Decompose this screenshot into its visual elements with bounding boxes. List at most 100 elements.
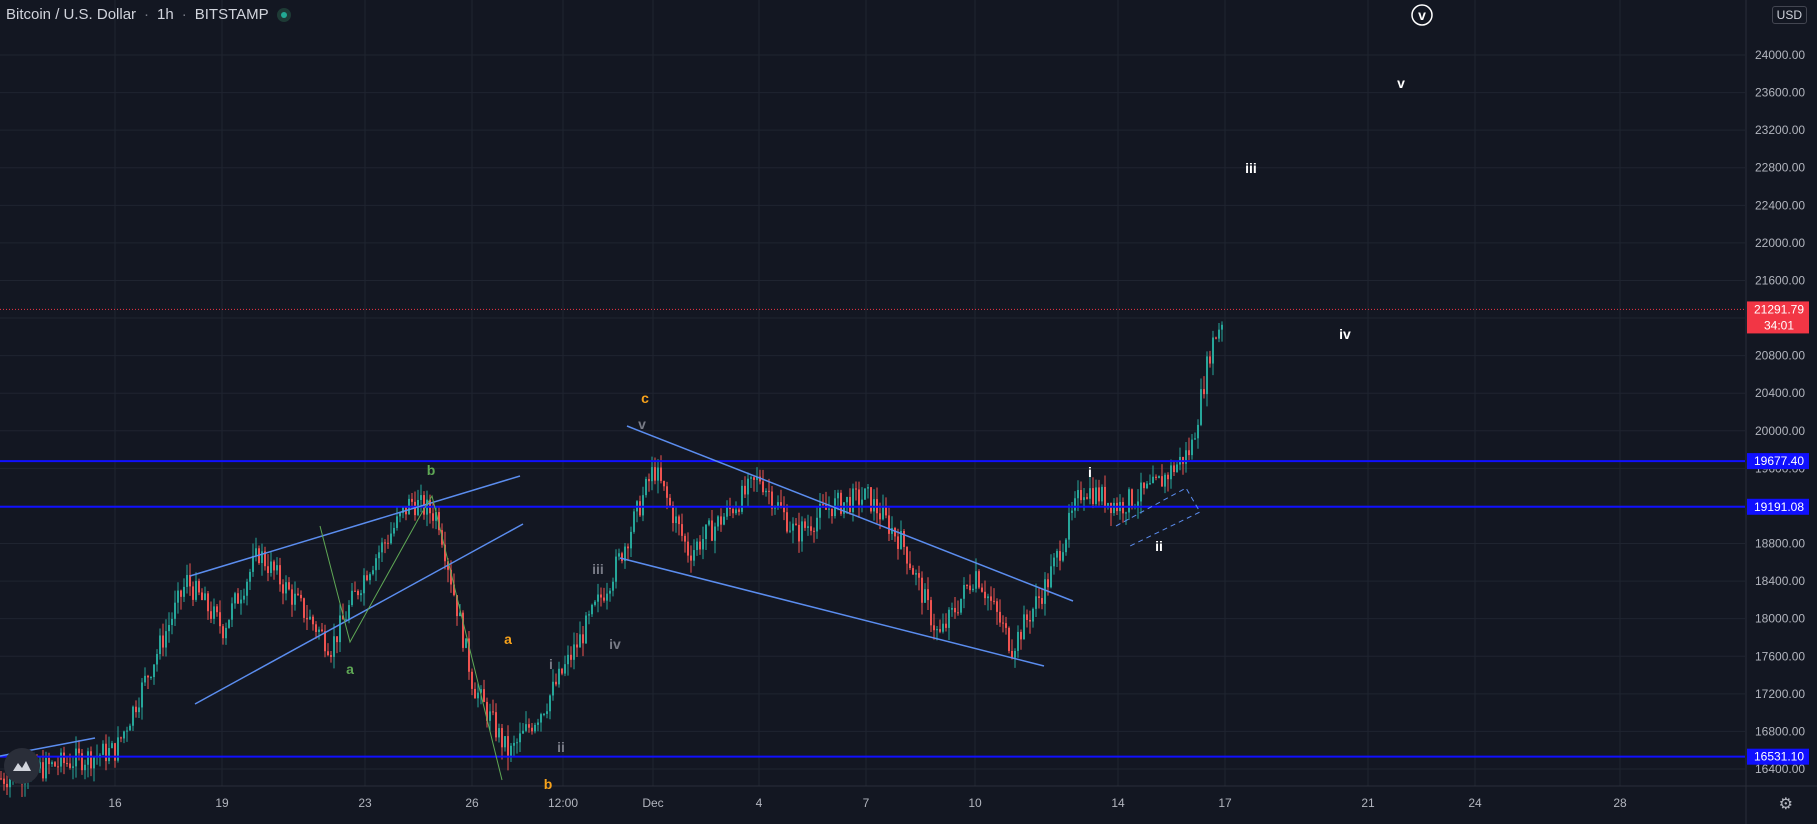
candle-body bbox=[411, 498, 413, 502]
price-axis-tick-label: 20800.00 bbox=[1755, 349, 1805, 363]
candle-body bbox=[342, 615, 344, 620]
candle-body bbox=[870, 487, 872, 512]
candle-body bbox=[549, 695, 551, 712]
candle-body bbox=[894, 527, 896, 537]
candle-body bbox=[291, 589, 293, 605]
candle-body bbox=[960, 598, 962, 613]
candle-body bbox=[480, 689, 482, 693]
candle-body bbox=[213, 606, 215, 619]
price-axis-tick-label: 22800.00 bbox=[1755, 161, 1805, 175]
candle-body bbox=[837, 492, 839, 499]
candle-body bbox=[168, 624, 170, 632]
wave-label: a bbox=[346, 661, 354, 677]
candle-body bbox=[951, 607, 953, 610]
candle-body bbox=[540, 714, 542, 723]
candle-body bbox=[48, 757, 50, 765]
price-axis-tick-label: 17200.00 bbox=[1755, 687, 1805, 701]
symbol-name[interactable]: Bitcoin / U.S. Dollar bbox=[6, 6, 137, 23]
candle-body bbox=[633, 511, 635, 532]
candle-body bbox=[483, 689, 485, 702]
price-axis-tick-label: 22000.00 bbox=[1755, 236, 1805, 250]
candle-body bbox=[510, 745, 512, 758]
wave-label: ii bbox=[1155, 538, 1163, 554]
candle-body bbox=[309, 616, 311, 620]
candle-body bbox=[1050, 566, 1052, 588]
candle-body bbox=[759, 476, 761, 482]
currency-button[interactable]: USD bbox=[1771, 6, 1807, 24]
candle-body bbox=[1017, 631, 1019, 651]
candle-body bbox=[546, 711, 548, 714]
candle-body bbox=[996, 601, 998, 612]
candle-body bbox=[0, 778, 2, 780]
candle-body bbox=[534, 724, 536, 732]
candle-body bbox=[69, 763, 71, 768]
tradingview-logo-icon[interactable] bbox=[4, 748, 40, 784]
candle-body bbox=[393, 527, 395, 534]
candle-body bbox=[186, 574, 188, 587]
candle-body bbox=[918, 573, 920, 578]
candle-body bbox=[93, 757, 95, 769]
candle-body bbox=[315, 624, 317, 632]
candle-body bbox=[1065, 539, 1067, 553]
candle-body bbox=[642, 495, 644, 516]
candle-body bbox=[630, 531, 632, 549]
candle-body bbox=[606, 593, 608, 601]
time-axis-tick-label: 7 bbox=[863, 796, 870, 810]
time-axis-tick-label: 14 bbox=[1111, 796, 1125, 810]
candle-body bbox=[1203, 389, 1205, 395]
candle-body bbox=[603, 597, 605, 601]
candle-body bbox=[933, 625, 935, 631]
candle-body bbox=[801, 521, 803, 542]
candle-body bbox=[78, 748, 80, 754]
candle-body bbox=[555, 681, 557, 685]
candle-body bbox=[321, 629, 323, 632]
candle-body bbox=[1194, 438, 1196, 440]
candle-body bbox=[54, 762, 56, 767]
interval-label[interactable]: 1h bbox=[157, 6, 174, 23]
candle-body bbox=[1176, 464, 1178, 473]
candle-body bbox=[999, 611, 1001, 623]
candle-body bbox=[1137, 501, 1139, 507]
price-axis-tick-label: 21600.00 bbox=[1755, 273, 1805, 287]
candle-body bbox=[333, 636, 335, 657]
candle-body bbox=[954, 607, 956, 613]
candle-body bbox=[1005, 623, 1007, 628]
candle-body bbox=[63, 752, 65, 764]
candle-body bbox=[1101, 486, 1103, 502]
candle-body bbox=[372, 570, 374, 575]
candle-body bbox=[594, 601, 596, 605]
candle-body bbox=[786, 512, 788, 532]
candle-body bbox=[117, 737, 119, 761]
candle-body bbox=[231, 603, 233, 620]
candle-body bbox=[840, 492, 842, 514]
candle-body bbox=[192, 586, 194, 600]
candle-body bbox=[699, 541, 701, 550]
candle-body bbox=[582, 634, 584, 644]
candle-body bbox=[522, 730, 524, 734]
time-axis-tick-label: 19 bbox=[215, 796, 229, 810]
candle-body bbox=[867, 487, 869, 489]
trend-line bbox=[189, 475, 521, 577]
settings-gear-icon[interactable]: ⚙ bbox=[1778, 796, 1793, 813]
candle-body bbox=[852, 488, 854, 513]
candle-body bbox=[855, 488, 857, 490]
price-axis-tick-label: 16400.00 bbox=[1755, 762, 1805, 776]
candle-body bbox=[141, 682, 143, 708]
candle-body bbox=[1080, 489, 1082, 501]
candle-body bbox=[1104, 486, 1106, 508]
candle-body bbox=[450, 569, 452, 585]
wave-label: b bbox=[427, 462, 436, 478]
candle-body bbox=[885, 507, 887, 516]
candle-body bbox=[330, 655, 332, 657]
candle-body bbox=[312, 616, 314, 625]
wave-label-circle bbox=[1411, 4, 1433, 26]
candle-body bbox=[1074, 498, 1076, 511]
candle-body bbox=[813, 530, 815, 532]
candle-body bbox=[471, 671, 473, 689]
candle-body bbox=[777, 502, 779, 508]
candle-body bbox=[1110, 502, 1112, 514]
level-price-badge bbox=[1747, 498, 1809, 515]
candle-body bbox=[1185, 450, 1187, 464]
candle-body bbox=[846, 496, 848, 503]
